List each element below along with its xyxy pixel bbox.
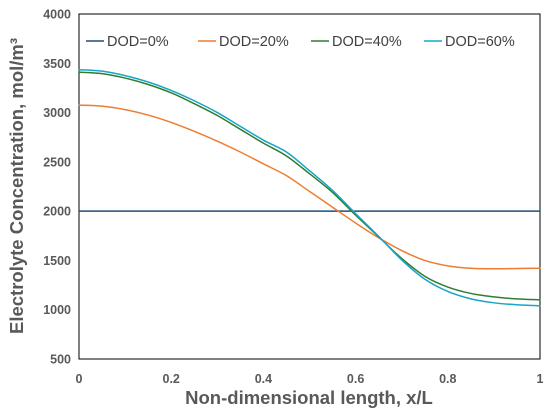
x-axis-title: Non-dimensional length, x/L [185,387,433,408]
y-tick-label: 4000 [43,8,71,22]
series-line-dod-60 [78,68,541,307]
series-line-dod-20 [78,104,541,270]
series-line-dod-40 [78,71,541,301]
y-tick-label: 2000 [43,205,71,219]
x-tick-label: 0.6 [347,372,364,386]
x-tick-label: 0.4 [255,372,272,386]
legend-entry: DOD=60% [424,34,515,50]
x-tick-label: 0 [76,372,83,386]
legend-entry: DOD=40% [311,34,402,50]
legend-entry: DOD=20% [198,34,289,50]
y-tick-label: 500 [50,353,71,367]
legend-label: DOD=20% [219,34,289,50]
plot-area [78,13,541,360]
legend-label: DOD=60% [445,34,515,50]
y-tick-label: 1500 [43,254,71,268]
x-tick-label: 1 [537,372,544,386]
x-tick-label: 0.2 [163,372,180,386]
y-axis-title: Electrolyte Concentration, mol/m³ [6,38,27,334]
y-tick-label: 3500 [43,57,71,71]
x-tick-label: 0.8 [439,372,456,386]
y-tick-label: 3000 [43,106,71,120]
y-tick-label: 1000 [43,303,71,317]
legend-label: DOD=40% [332,34,402,50]
y-tick-label: 2500 [43,155,71,169]
legend-label: DOD=0% [107,34,169,50]
legend-entry: DOD=0% [86,34,169,50]
